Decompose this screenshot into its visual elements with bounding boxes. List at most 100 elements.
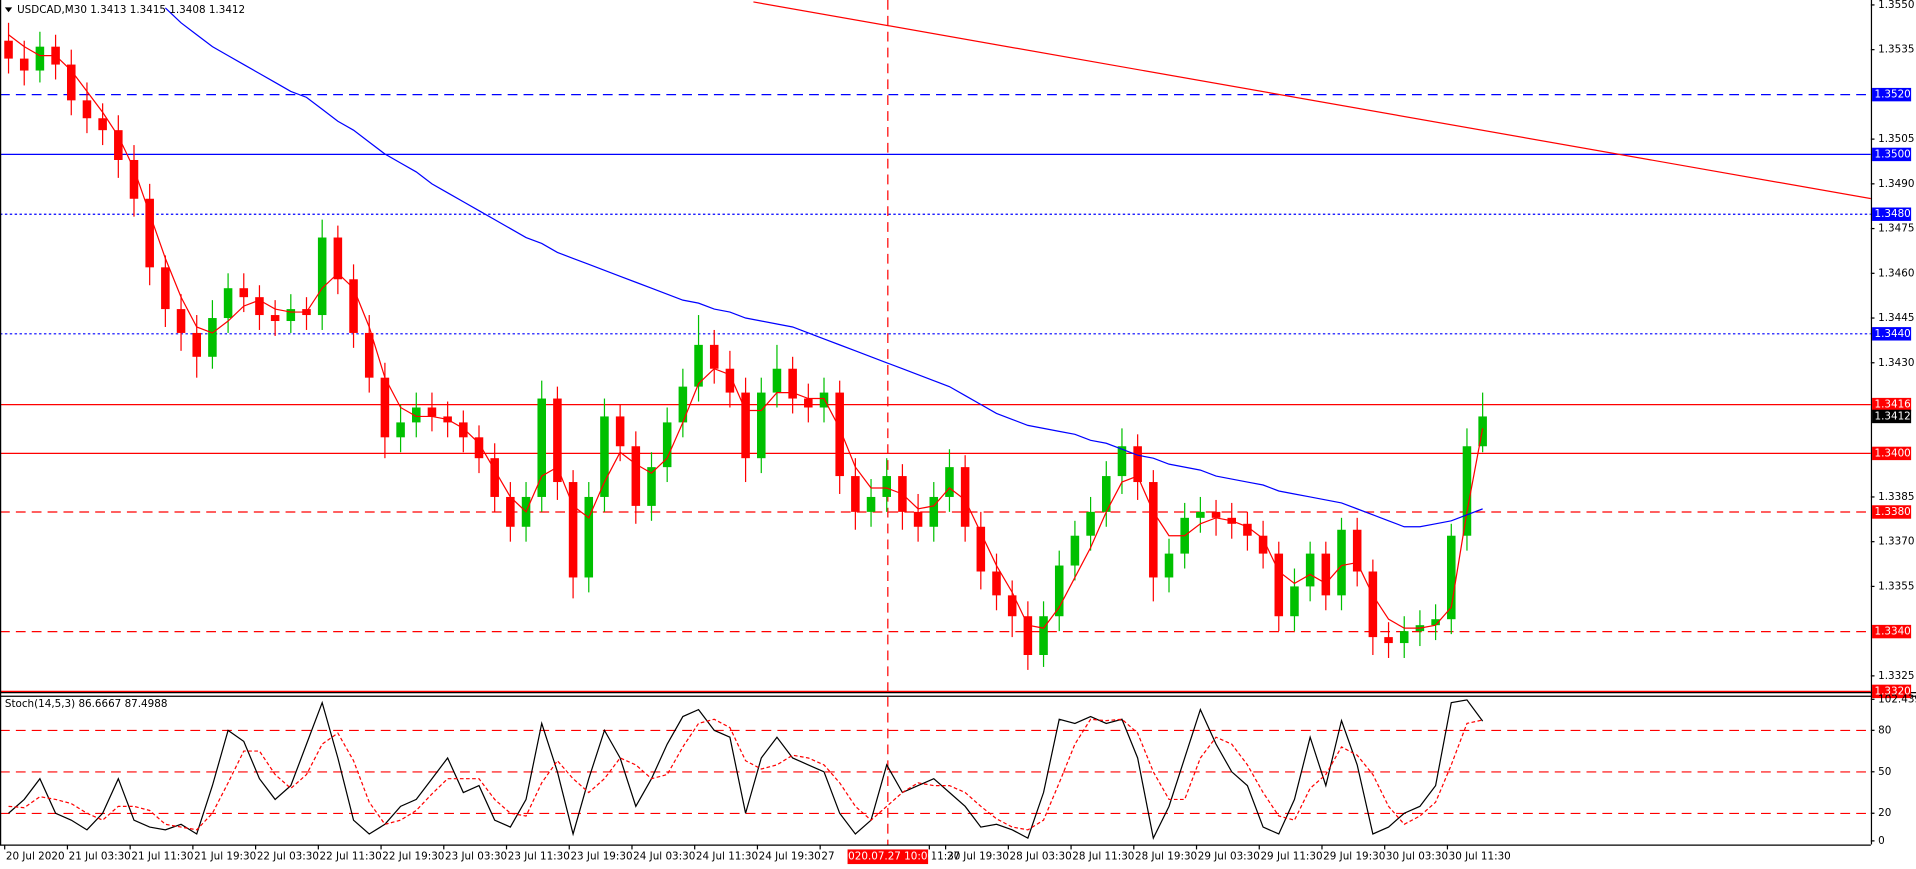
x-tick-label: 30 Jul 03:30 xyxy=(1386,851,1448,863)
level-label: 1.3500 xyxy=(1875,148,1911,160)
level-label-box xyxy=(1872,684,1912,699)
candle-body xyxy=(647,467,656,506)
y-tick-label: 1.3430 xyxy=(1878,357,1914,369)
candle-body xyxy=(66,64,76,101)
candle-body xyxy=(474,437,484,459)
candle-body xyxy=(1447,535,1456,620)
candle-body xyxy=(600,416,609,497)
candle-body xyxy=(757,392,766,459)
candle-body xyxy=(725,368,735,393)
candle-body xyxy=(1211,511,1221,518)
candle-body xyxy=(537,398,546,497)
candle-body xyxy=(678,386,688,423)
candle-body xyxy=(239,288,249,298)
x-tick-label: 22 Jul 03:30 xyxy=(257,851,319,863)
candle-body xyxy=(380,377,390,438)
level-label-box xyxy=(1872,327,1912,341)
candle-body xyxy=(945,467,954,497)
candle-body xyxy=(333,237,343,280)
level-label-box xyxy=(1872,624,1912,639)
y-tick-label: 1.3460 xyxy=(1878,267,1914,279)
candle-body xyxy=(490,458,499,497)
candle-body xyxy=(631,446,641,506)
level-label: 1.3416 xyxy=(1875,399,1911,411)
level-label-box xyxy=(1872,505,1912,519)
candle-body xyxy=(788,368,797,399)
candle-body xyxy=(1462,446,1472,536)
y-tick-label: 1.3325 xyxy=(1878,670,1914,682)
x-tick-label: 29 Jul 03:30 xyxy=(1198,851,1260,863)
candle-body xyxy=(506,496,515,527)
candle-body xyxy=(819,392,829,408)
x-tick-label: 23 Jul 11:30 xyxy=(508,851,570,863)
current-price-label: 1.3412 xyxy=(1875,410,1911,422)
candle-body xyxy=(1321,553,1331,596)
candle-body xyxy=(1070,535,1080,566)
axis-labels: 1.3550 1.3535 1.3505 1.3490 1.3475 1.3460 1.34… xyxy=(6,0,1916,865)
candle-body xyxy=(1431,619,1440,626)
candle-body xyxy=(992,571,1001,596)
oscillator-tick-label: 102.439 xyxy=(1878,693,1916,705)
candle-body xyxy=(615,416,625,447)
candle-body xyxy=(129,159,139,199)
candle-body xyxy=(1399,631,1409,644)
candle-body xyxy=(192,332,201,357)
candle-body xyxy=(255,297,264,316)
x-tick-label: 23 Jul 03:30 xyxy=(445,851,507,863)
candle-body xyxy=(662,422,672,468)
stoch-main xyxy=(8,699,1484,841)
candle-body xyxy=(866,496,876,512)
candle-body xyxy=(1352,529,1362,572)
candle-body xyxy=(396,422,405,438)
level-label-box xyxy=(1872,207,1912,221)
level-label: 1.3520 xyxy=(1875,89,1911,101)
x-tick-label: 27 Jul 19:30 xyxy=(947,851,1009,863)
oscillator-title: Stoch(14,5,3) 86.6667 87.4988 xyxy=(5,698,168,710)
level-label: 1.3480 xyxy=(1875,208,1911,220)
candle-body xyxy=(176,309,186,333)
x-tick-label: 21 Jul 19:30 xyxy=(194,851,256,863)
vline-label-box xyxy=(847,849,929,865)
vline-label: 2020.07.27 10:00 xyxy=(842,851,934,863)
candle-body xyxy=(35,46,45,71)
candle-body xyxy=(694,344,703,387)
level-label-box xyxy=(1872,446,1912,461)
candle-body xyxy=(553,398,562,483)
candle-body xyxy=(976,526,986,572)
candle-body xyxy=(1133,446,1142,483)
x-tick-label: 23 Jul 19:30 xyxy=(570,851,632,863)
candle-body xyxy=(208,318,217,357)
candle-body xyxy=(98,118,107,131)
candle-body xyxy=(1243,523,1252,536)
menu-arrow[interactable] xyxy=(4,7,13,13)
x-tick-label: 29 Jul 11:30 xyxy=(1260,851,1322,863)
axes: USDCAD,M30 1.3413 1.3415 1.3408 1.3412 S… xyxy=(0,0,1916,850)
level-label: 1.3340 xyxy=(1875,626,1911,638)
candle-body xyxy=(223,288,233,319)
oscillator-tick-label: 50 xyxy=(1878,766,1891,778)
candle-body xyxy=(114,130,123,160)
candle-body xyxy=(270,315,280,322)
y-tick-label: 1.3370 xyxy=(1878,536,1914,548)
x-tick-label: 28 Jul 11:30 xyxy=(1072,851,1134,863)
x-tick-label: 28 Jul 03:30 xyxy=(1010,851,1072,863)
candle-body xyxy=(286,309,296,322)
candle-body xyxy=(145,198,154,268)
candle-body xyxy=(1086,511,1095,536)
level-label: 1.3400 xyxy=(1875,447,1911,459)
candle-body xyxy=(364,332,374,378)
level-label: 1.3320 xyxy=(1875,685,1911,697)
candle-body xyxy=(1258,535,1268,554)
candle-body xyxy=(741,392,750,459)
candle-body xyxy=(1337,529,1346,596)
current-price-box xyxy=(1872,409,1912,424)
x-tick-label: 22 Jul 19:30 xyxy=(382,851,444,863)
y-tick-label: 1.3475 xyxy=(1878,223,1914,235)
x-tick-label: 20 Jul 2020 xyxy=(6,851,65,863)
oscillator-tick-label: 80 xyxy=(1878,724,1891,736)
moving-average xyxy=(164,7,1483,528)
moving-average xyxy=(8,34,1484,629)
x-tick-label: 28 Jul 19:30 xyxy=(1135,851,1197,863)
x-tick-label: 24 Jul 19:30 xyxy=(759,851,821,863)
